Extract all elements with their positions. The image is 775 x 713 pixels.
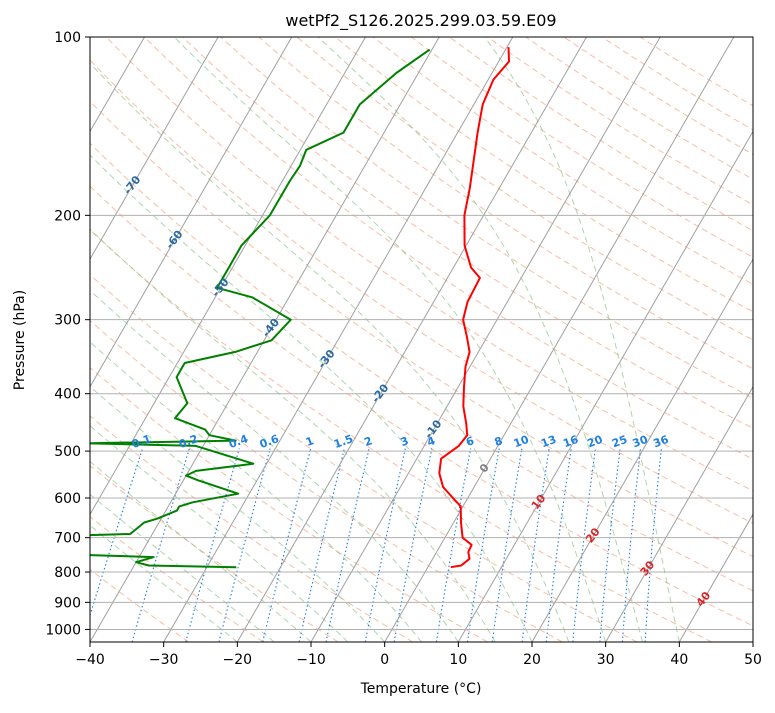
x-tick-label: 10 [449, 652, 467, 668]
x-tick-label: 40 [670, 652, 688, 668]
x-axis-title: Temperature (°C) [360, 681, 482, 697]
x-tick-label: −40 [75, 652, 105, 668]
y-tick-label: 800 [54, 565, 81, 581]
x-tick-label: 20 [523, 652, 541, 668]
y-tick-label: 300 [54, 313, 81, 329]
x-tick-label: 0 [380, 652, 389, 668]
y-tick-label: 600 [54, 491, 81, 507]
x-tick-label: 30 [597, 652, 615, 668]
y-tick-label: 200 [54, 208, 81, 224]
y-tick-label: 1000 [45, 622, 81, 638]
y-tick-label: 700 [54, 531, 81, 547]
y-tick-label: 500 [54, 444, 81, 460]
chart-title: wetPf2_S126.2025.299.03.59.E09 [285, 11, 556, 31]
y-axis-title: Pressure (hPa) [12, 290, 28, 390]
x-tick-label: −10 [296, 652, 326, 668]
x-tick-label: −20 [223, 652, 253, 668]
x-tick-label: 50 [744, 652, 762, 668]
y-tick-label: 100 [54, 30, 81, 46]
x-tick-label: −30 [149, 652, 179, 668]
y-tick-label: 400 [54, 387, 81, 403]
y-tick-label: 900 [54, 595, 81, 611]
